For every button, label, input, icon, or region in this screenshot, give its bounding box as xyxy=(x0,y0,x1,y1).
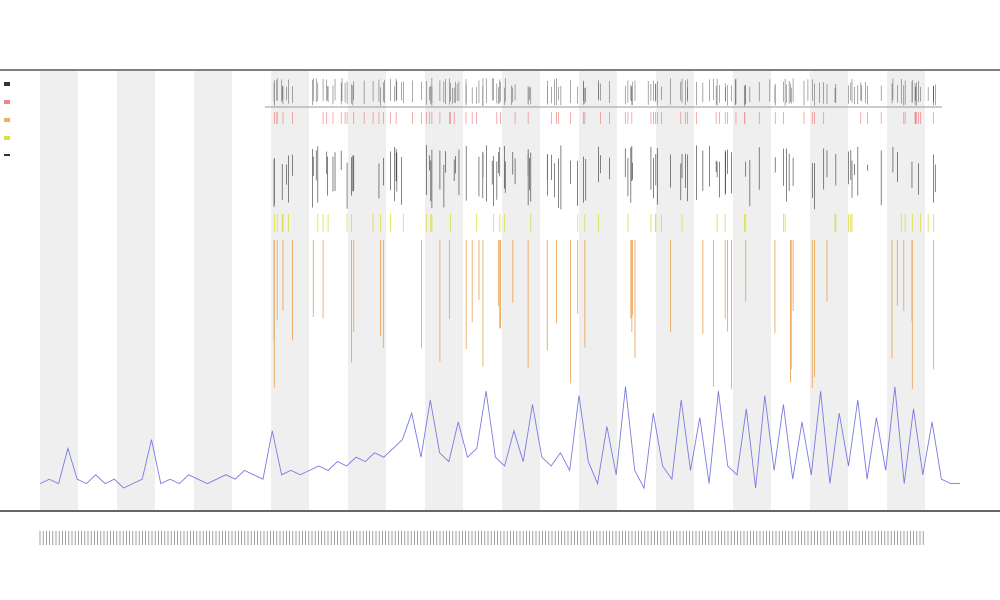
event-lines xyxy=(273,78,936,390)
band xyxy=(733,71,771,510)
band xyxy=(271,71,309,510)
band xyxy=(502,71,540,510)
background-bands xyxy=(40,71,925,510)
legend-swatch xyxy=(4,118,10,122)
legend-swatch xyxy=(4,154,10,156)
band xyxy=(887,71,925,510)
legend-swatch xyxy=(4,136,10,140)
band xyxy=(579,71,617,510)
legend-swatch xyxy=(4,82,10,86)
legend-swatch xyxy=(4,100,10,104)
band xyxy=(425,71,463,510)
trace-line xyxy=(39,386,960,490)
band xyxy=(348,71,386,510)
legend xyxy=(4,82,10,156)
band xyxy=(194,71,232,510)
band xyxy=(656,71,694,510)
band xyxy=(40,71,78,510)
x-tick-row xyxy=(39,531,924,545)
band xyxy=(810,71,848,510)
band xyxy=(117,71,155,510)
